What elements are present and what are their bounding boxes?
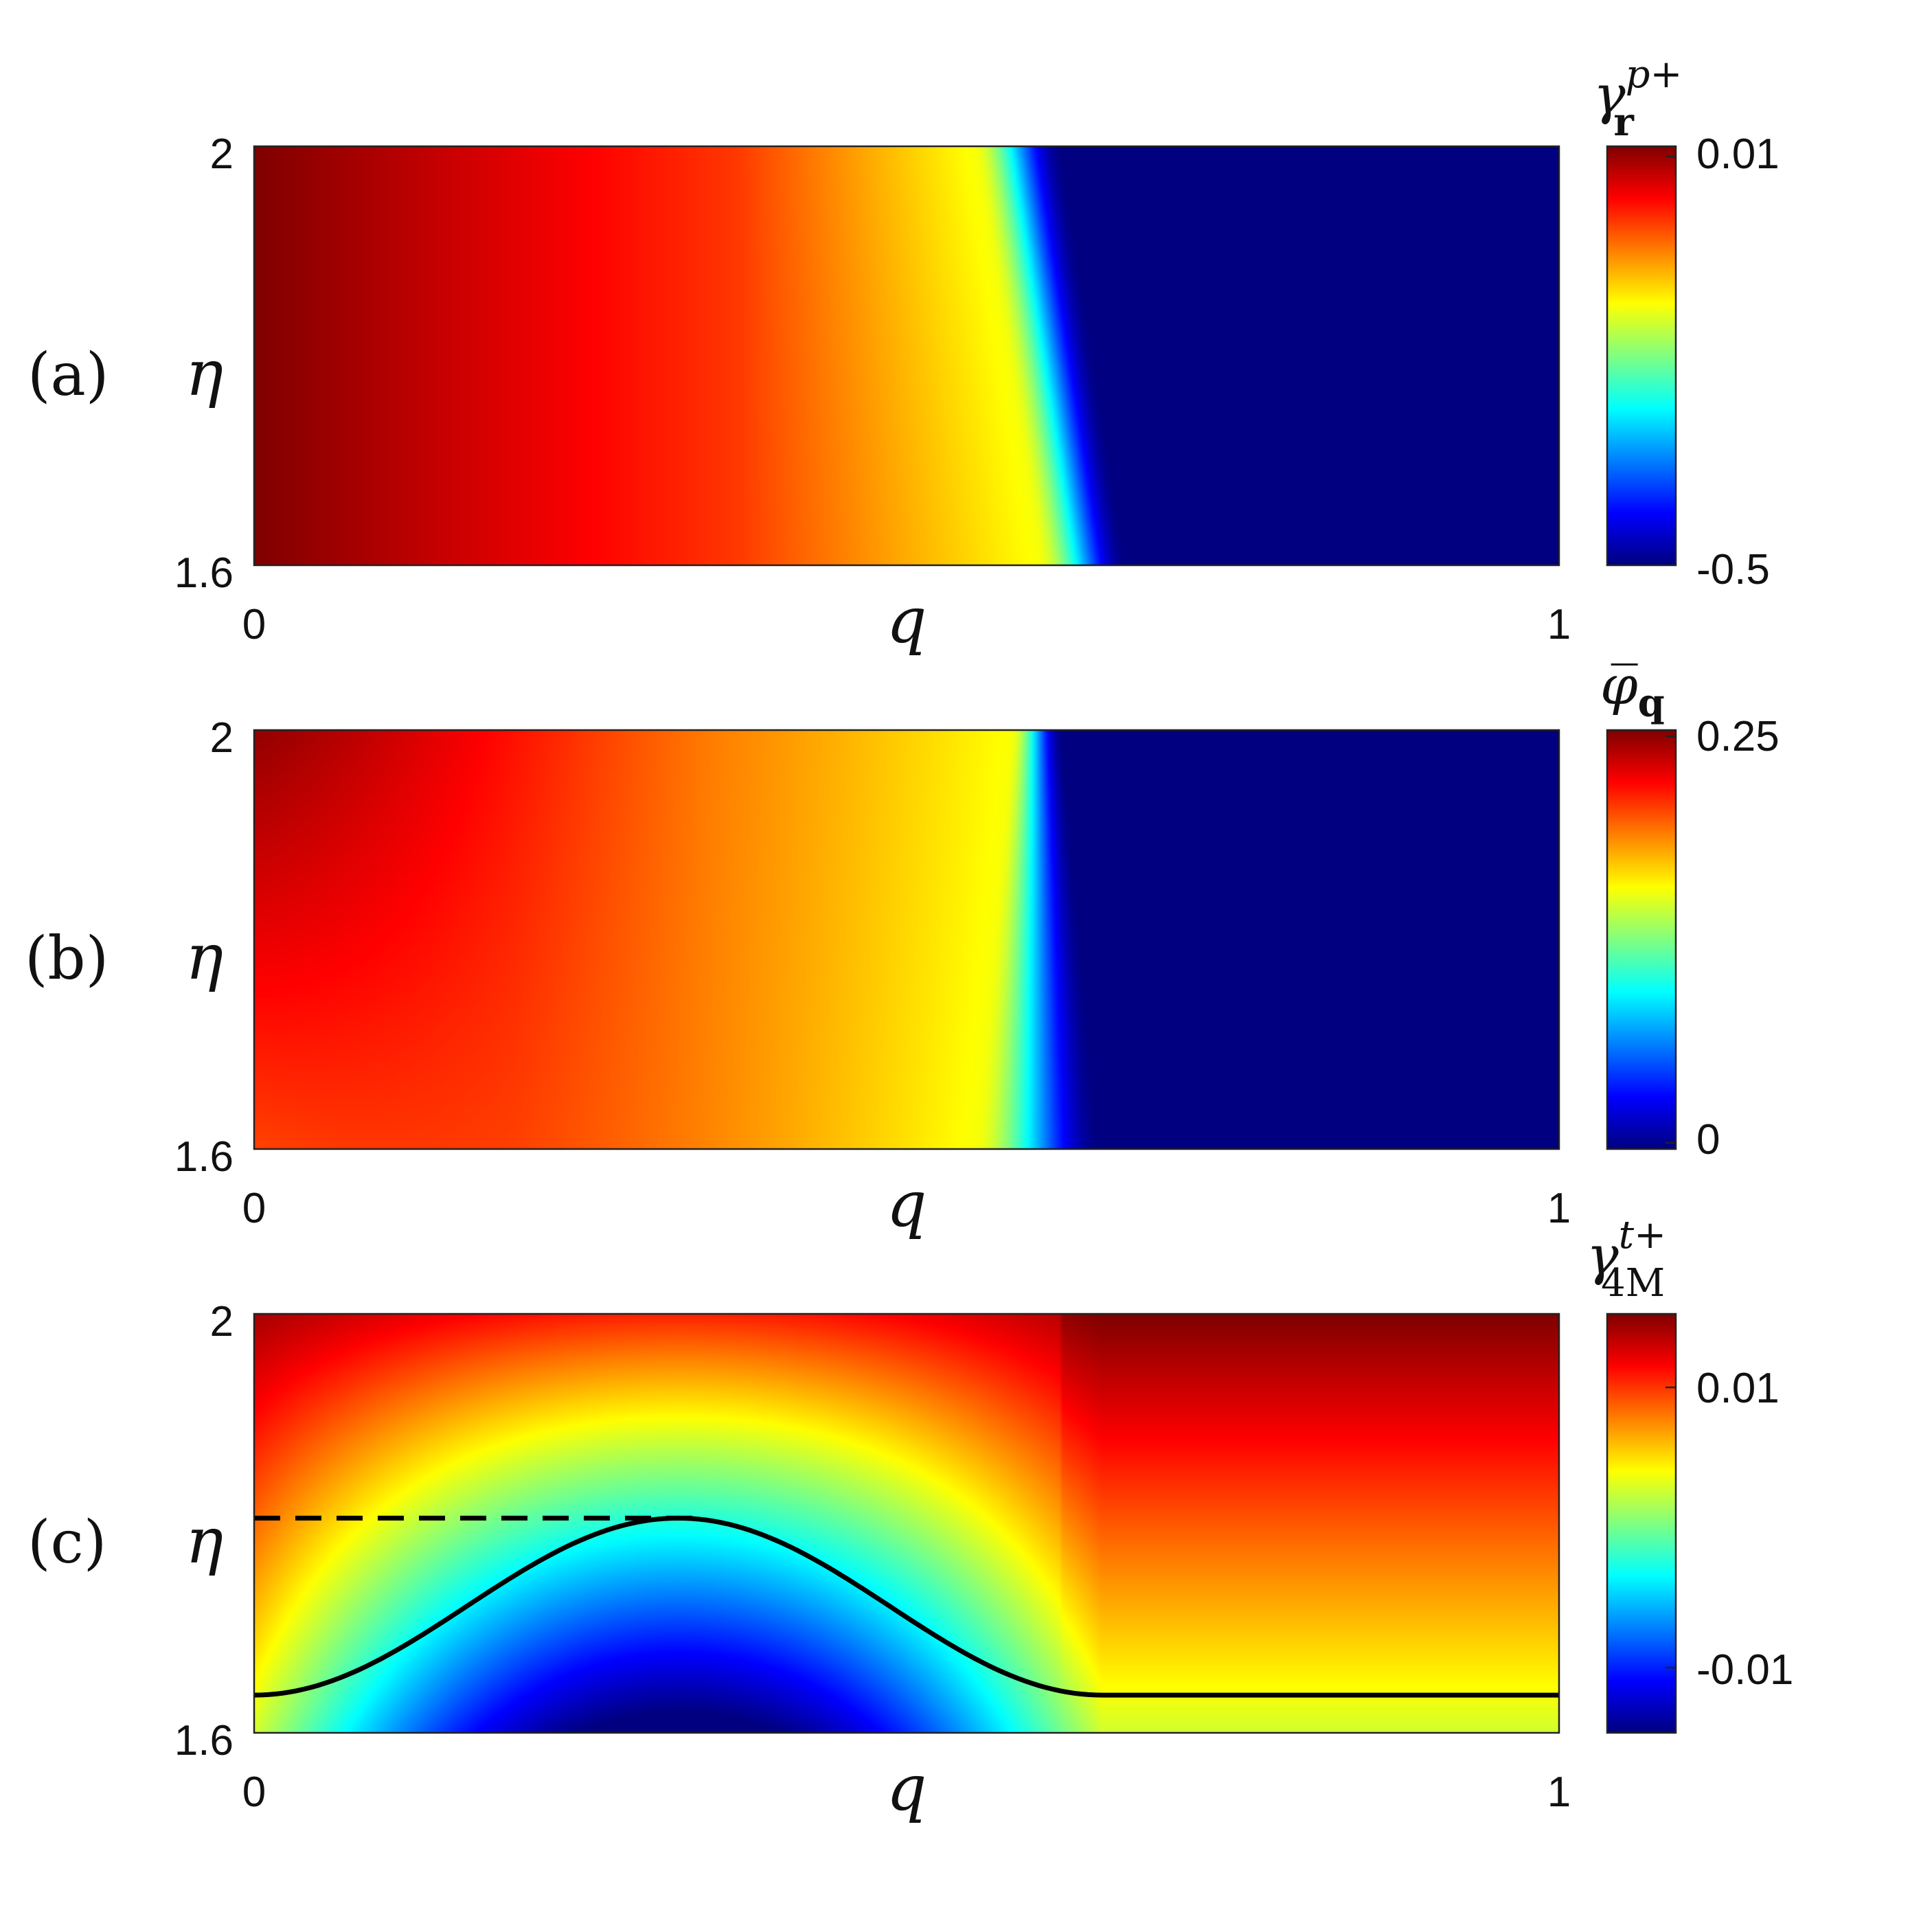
- x-axis-label-c: q: [887, 1751, 927, 1825]
- y-tick-top-a: 2: [210, 130, 234, 178]
- y-tick-bottom-a: 1.6: [174, 549, 234, 597]
- plot-frame-b: [253, 729, 1560, 1150]
- colorbar-label-b-bottom: 0: [1696, 1116, 1720, 1163]
- x-tick-right-c: 1: [1547, 1769, 1571, 1816]
- plot-frame-a: [253, 145, 1560, 567]
- y-tick-bottom-c: 1.6: [174, 1717, 234, 1764]
- panel-b: (b) η 2 1.6 0 1 q 0.25 0 φ̅q: [25, 655, 1780, 1241]
- y-axis-label-c: η: [185, 1504, 223, 1578]
- y-tick-bottom-b: 1.6: [174, 1133, 234, 1181]
- colorbar-label-c-top: 0.01: [1696, 1365, 1780, 1412]
- colorbar-label-b-top: 0.25: [1696, 713, 1780, 760]
- x-tick-left-a: 0: [242, 601, 266, 648]
- panel-label-b: (b): [25, 924, 109, 993]
- y-tick-top-b: 2: [210, 714, 234, 762]
- curves-c: [254, 1515, 1559, 1698]
- colorbar-title-b: φ̅q: [1600, 655, 1665, 726]
- colorbar-title-a: γp+ r: [1593, 52, 1682, 145]
- panel-a: (a) η 2 1.6 0 1 q 0.01 -0.5 γp+ r: [27, 52, 1780, 657]
- colorbar-title-a-sup: p+: [1626, 52, 1683, 97]
- colorbar-title-c: γt+ 4M: [1587, 1213, 1666, 1306]
- y-tick-top-c: 2: [210, 1298, 234, 1345]
- colorbar-title-c-sub: 4M: [1601, 1261, 1665, 1306]
- colorbar-title-c-sup: t+: [1619, 1213, 1666, 1258]
- colorbar-title-a-main: γ: [1593, 65, 1626, 126]
- x-tick-right-b: 1: [1547, 1185, 1571, 1232]
- colorbar-label-a-top: 0.01: [1696, 130, 1780, 178]
- panel-label-c: (c): [27, 1508, 106, 1577]
- colorbar-label-a-bottom: -0.5: [1696, 546, 1770, 593]
- heatmap-c: [254, 1314, 1559, 1733]
- panel-c: (c) η 2 1.6 0 1 q 0.01 -0.01 γt+ 4M: [27, 1213, 1793, 1825]
- heatmap-a: [254, 146, 1559, 565]
- x-tick-left-b: 0: [242, 1185, 266, 1232]
- colorbar-title-b-sub: q: [1638, 681, 1665, 726]
- y-axis-label-a: η: [185, 337, 223, 410]
- y-axis-label-b: η: [185, 920, 223, 994]
- heatmap-b: [254, 730, 1559, 1149]
- plot-frame-c: [253, 1312, 1560, 1734]
- x-tick-left-c: 0: [242, 1769, 266, 1816]
- panel-label-a: (a): [27, 341, 109, 409]
- x-tick-right-a: 1: [1547, 601, 1571, 648]
- x-axis-label-b: q: [887, 1168, 927, 1241]
- colorbar-a: [1606, 145, 1677, 567]
- colorbar-b: [1606, 729, 1677, 1150]
- colorbar-title-c-main: γ: [1587, 1225, 1619, 1287]
- colorbar-label-c-bottom: -0.01: [1696, 1646, 1793, 1694]
- colorbar-title-a-sub: r: [1613, 100, 1635, 145]
- x-axis-label-a: q: [887, 584, 927, 657]
- colorbar-c: [1606, 1312, 1677, 1734]
- colorbar-title-b-main: φ̅: [1600, 655, 1638, 717]
